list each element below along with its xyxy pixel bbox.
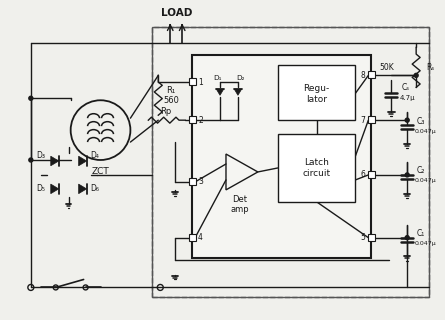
Circle shape [405,118,409,122]
Text: R₁: R₁ [166,86,176,95]
Bar [278,65,356,120]
Text: Rₛ: Rₛ [426,63,434,72]
Text: Latch: Latch [304,158,329,167]
Text: D₁: D₁ [213,75,221,81]
Text: 0.047μ: 0.047μ [414,179,436,183]
Text: D₆: D₆ [90,184,99,193]
Text: C₁: C₁ [417,229,425,238]
Circle shape [405,173,409,177]
Polygon shape [235,89,242,95]
Text: Cₛ: Cₛ [401,83,409,92]
Text: 0.047μ: 0.047μ [414,241,436,246]
Text: 4: 4 [198,233,203,242]
Text: Det: Det [232,195,247,204]
Text: Regu-: Regu- [303,84,330,93]
Text: LOAD: LOAD [161,8,192,18]
Circle shape [29,158,33,162]
Bar [368,234,375,241]
Text: amp: amp [231,205,249,214]
Polygon shape [216,89,223,95]
Polygon shape [51,184,59,194]
Text: 8: 8 [360,71,365,80]
Text: 5: 5 [360,233,365,242]
Text: 560: 560 [163,96,179,105]
Polygon shape [79,156,87,166]
Polygon shape [79,184,87,194]
Text: circuit: circuit [303,169,331,179]
Text: D₂: D₂ [237,75,245,81]
Bar [278,134,356,202]
Bar [368,171,375,178]
Text: 50K: 50K [380,63,394,72]
Text: 6: 6 [360,171,365,180]
Bar [189,116,196,123]
Bar [192,55,371,258]
Text: 4.7μ: 4.7μ [399,95,415,101]
Text: 7: 7 [360,116,365,125]
Text: Rp: Rp [161,107,172,116]
Bar [368,116,375,123]
Bar [368,71,375,78]
Text: C₃: C₃ [417,117,425,126]
Text: ZCT: ZCT [92,167,109,176]
Text: 1: 1 [198,78,203,87]
Polygon shape [51,156,59,166]
Bar [189,178,196,185]
Text: 2: 2 [198,116,203,125]
Text: D₃: D₃ [36,150,45,160]
Bar [152,27,429,297]
Bar [189,78,196,85]
Circle shape [29,96,33,100]
Circle shape [414,73,418,77]
Text: C₂: C₂ [417,166,425,175]
Text: D₅: D₅ [36,184,45,193]
Bar [152,27,429,297]
Circle shape [405,236,409,240]
Bar [189,234,196,241]
Text: D₄: D₄ [90,150,99,160]
Text: lator: lator [306,95,327,104]
Text: 3: 3 [198,177,203,187]
Text: 0.047μ: 0.047μ [414,129,436,134]
